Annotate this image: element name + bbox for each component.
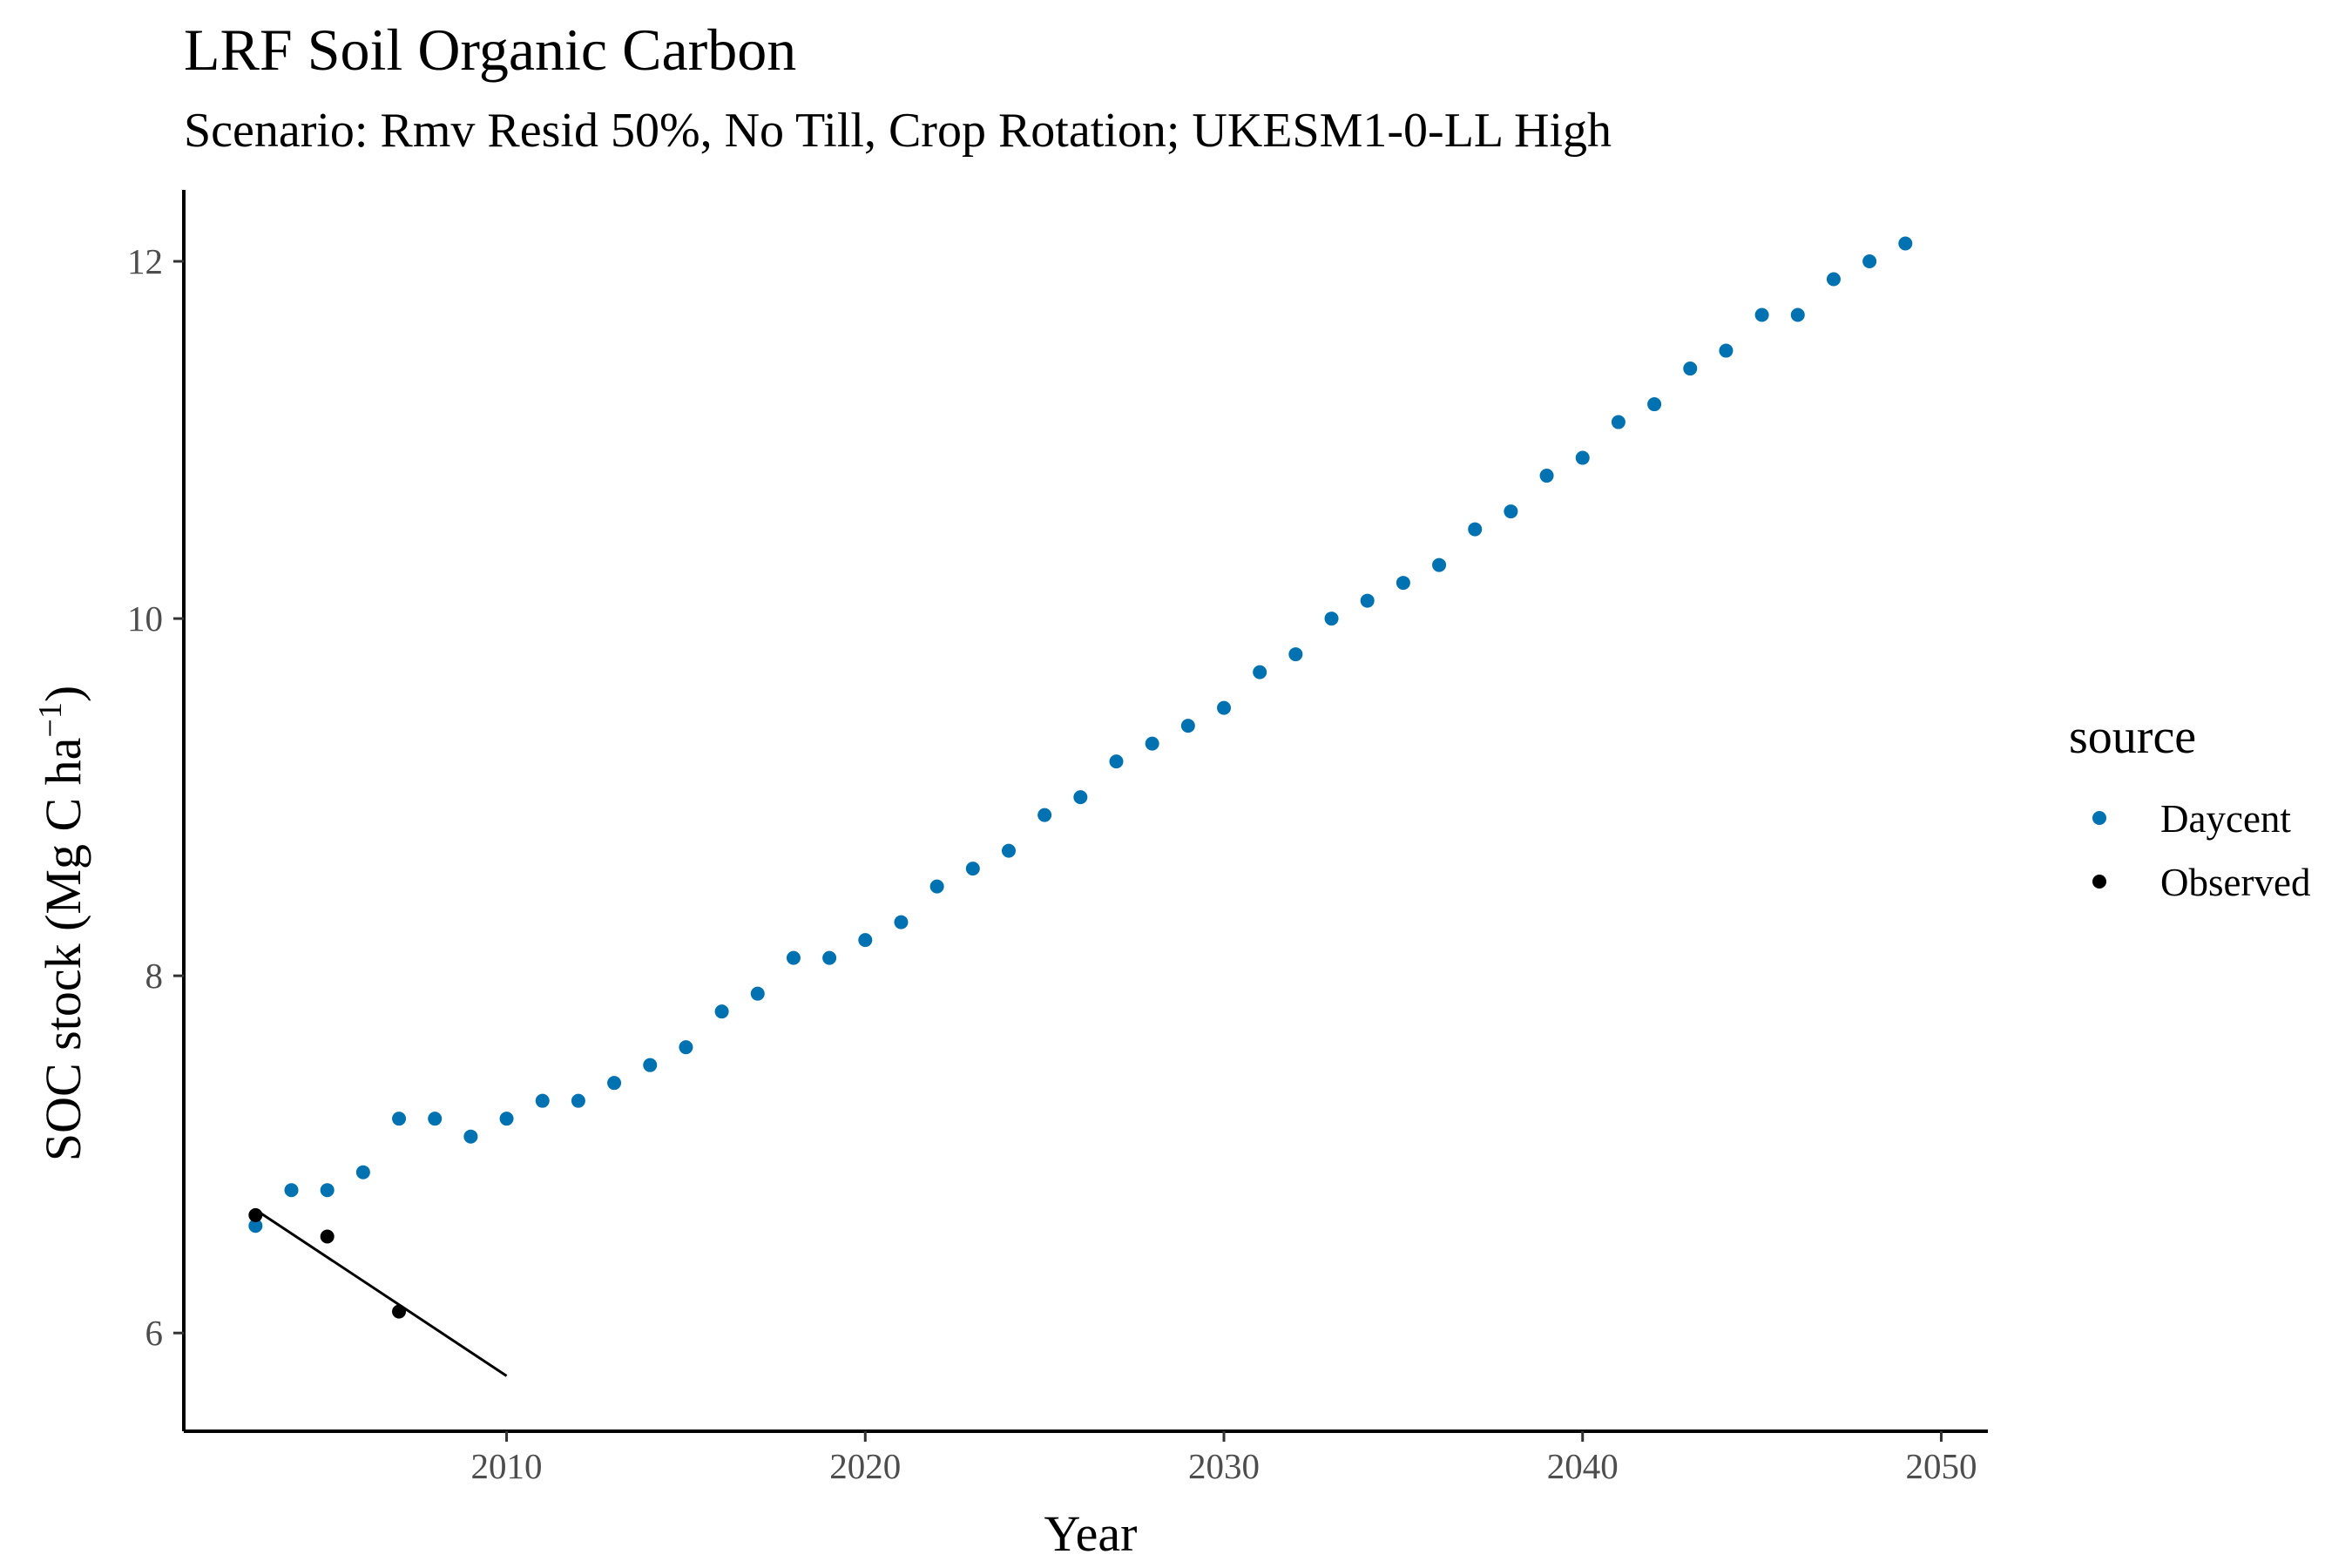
data-point-daycent — [643, 1058, 658, 1072]
data-point-daycent — [1037, 808, 1052, 822]
x-tick-label: 2010 — [471, 1446, 543, 1486]
y-tick-label: 6 — [145, 1313, 164, 1353]
data-point-daycent — [1073, 790, 1088, 805]
data-point-daycent — [858, 933, 873, 948]
data-point-daycent — [965, 862, 980, 876]
data-point-daycent — [1539, 469, 1554, 483]
data-point-daycent — [1898, 236, 1913, 251]
data-point-daycent — [1683, 362, 1698, 376]
x-tick-label: 2030 — [1188, 1446, 1260, 1486]
x-tick-label: 2050 — [1905, 1446, 1977, 1486]
legend-key-daycent — [2092, 811, 2106, 825]
legend-title: source — [2069, 710, 2196, 764]
data-point-daycent — [571, 1093, 585, 1108]
data-point-daycent — [499, 1112, 514, 1126]
y-tick-label: 12 — [127, 241, 163, 281]
data-point-daycent — [1862, 254, 1877, 269]
data-point-daycent — [1754, 308, 1769, 322]
data-point-daycent — [1468, 522, 1483, 537]
chart-title: LRF Soil Organic Carbon — [184, 17, 797, 83]
data-point-daycent — [248, 1219, 263, 1233]
data-point-daycent — [1324, 612, 1339, 626]
data-point-daycent — [1217, 700, 1232, 715]
data-point-observed — [320, 1229, 335, 1244]
data-point-daycent — [1180, 719, 1195, 733]
x-axis-ticks: 2010 2020 2030 2040 2050 — [471, 1431, 1977, 1486]
data-point-daycent — [463, 1129, 478, 1144]
data-point-daycent — [1719, 343, 1734, 358]
data-points — [248, 236, 1913, 1377]
observed-trend-line — [254, 1208, 508, 1377]
y-axis-title: SOC stock (Mg C ha−1) — [32, 686, 91, 1161]
chart-subtitle: Scenario: Rmv Resid 50%, No Till, Crop R… — [184, 104, 1612, 158]
data-point-daycent — [1145, 736, 1159, 751]
data-point-daycent — [1360, 593, 1375, 608]
data-point-daycent — [786, 950, 801, 965]
data-point-daycent — [392, 1112, 407, 1126]
data-point-daycent — [822, 950, 837, 965]
legend-label-observed: Observed — [2160, 861, 2310, 904]
data-point-daycent — [894, 915, 909, 929]
axes — [182, 190, 1988, 1433]
data-point-daycent — [607, 1076, 622, 1091]
x-tick-label: 2040 — [1547, 1446, 1619, 1486]
data-point-daycent — [1647, 397, 1662, 412]
data-point-daycent — [1826, 272, 1841, 287]
data-point-daycent — [428, 1112, 443, 1126]
legend-label-daycent: Daycent — [2160, 797, 2291, 841]
data-point-daycent — [320, 1183, 335, 1198]
data-point-daycent — [714, 1004, 729, 1019]
y-axis-title-superscript: −1 — [32, 702, 69, 737]
data-point-daycent — [1611, 415, 1625, 429]
data-point-daycent — [1001, 843, 1016, 858]
data-point-daycent — [929, 879, 944, 894]
data-point-daycent — [535, 1093, 550, 1108]
x-tick-label: 2020 — [829, 1446, 901, 1486]
legend-key-observed — [2092, 875, 2106, 889]
data-point-daycent — [1253, 665, 1267, 679]
data-point-daycent — [750, 986, 765, 1001]
y-axis-title-main: SOC stock (Mg C ha — [35, 738, 91, 1162]
y-tick-label: 10 — [127, 598, 163, 639]
y-tick-label: 8 — [145, 956, 164, 996]
data-point-daycent — [1504, 504, 1518, 519]
data-point-daycent — [284, 1183, 299, 1198]
x-axis-title: Year — [1044, 1505, 1138, 1562]
legend: source Daycent Observed — [2069, 710, 2310, 904]
data-point-daycent — [355, 1165, 370, 1179]
data-point-daycent — [1575, 450, 1590, 465]
data-point-daycent — [1288, 647, 1303, 662]
data-point-daycent — [1109, 754, 1124, 769]
data-point-daycent — [679, 1040, 693, 1055]
y-axis-title-close: ) — [35, 686, 91, 702]
data-point-daycent — [1790, 308, 1805, 322]
data-point-daycent — [1396, 576, 1410, 591]
data-point-daycent — [1432, 558, 1447, 572]
y-axis-ticks: 6 8 10 12 — [127, 241, 184, 1353]
